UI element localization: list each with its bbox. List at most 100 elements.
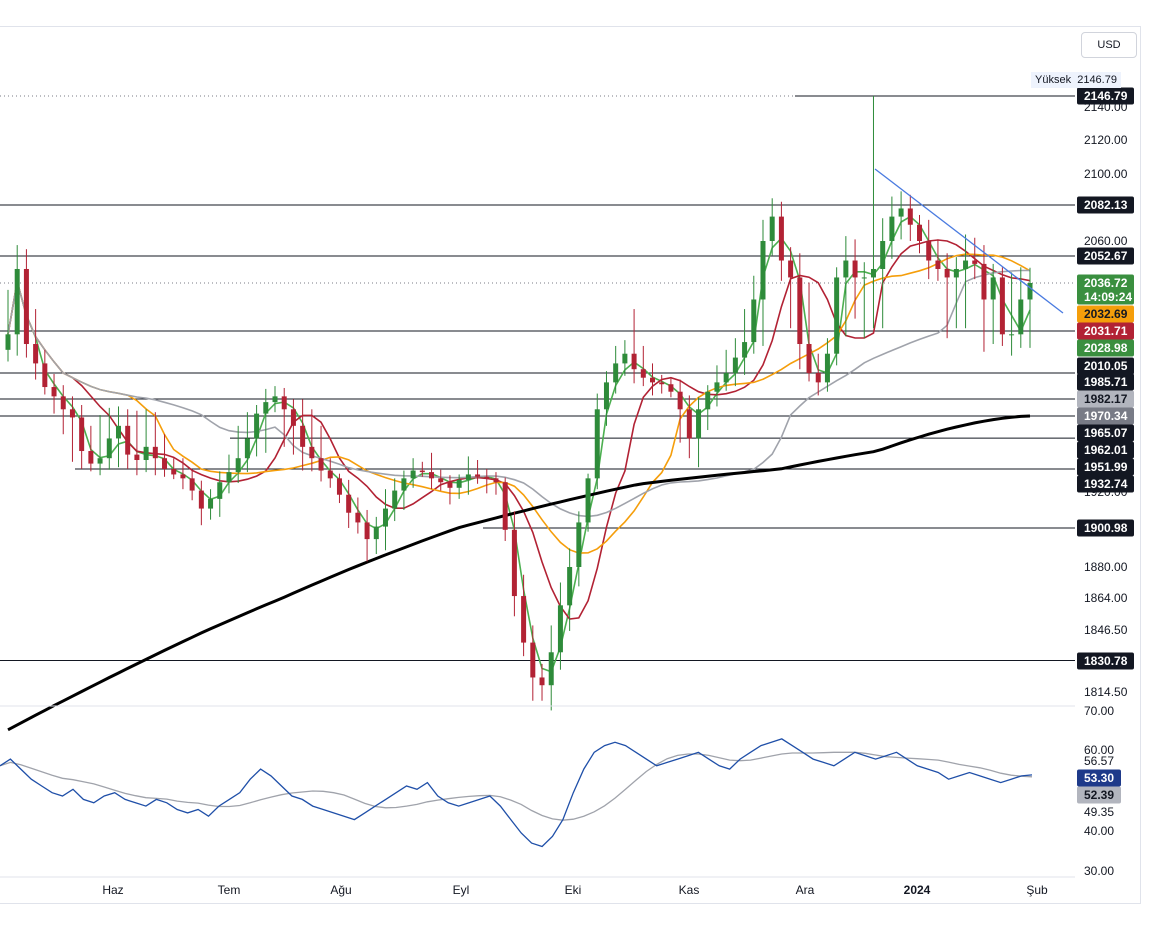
candle-body-30: [281, 396, 287, 410]
rsi-tick-4: 40.00: [1084, 824, 1114, 838]
price-tag-bg-5: [1077, 322, 1134, 340]
candle-body-71: [659, 382, 665, 385]
candle-body-93: [861, 277, 867, 279]
time-axis: Haz Tem Ağu Eyl Eki Kas Ara 2024 Şub: [102, 883, 1048, 897]
rsi-line: [0, 738, 1033, 848]
candle-body-80: [742, 342, 748, 358]
candle-body-81: [751, 299, 757, 343]
candle-body-88: [815, 373, 821, 383]
time-label-7: 2024: [904, 883, 931, 897]
high-marker: Yüksek 2146.79: [1031, 72, 1121, 88]
rsi-pane: [0, 738, 1033, 848]
candle-body-53: [493, 478, 499, 483]
candle-body-92: [852, 260, 858, 278]
price-tag-1: 2082.13: [1084, 198, 1128, 212]
candle-body-14: [134, 454, 140, 460]
price-tag-bg-1: [1077, 196, 1134, 214]
candle-body-27: [254, 413, 260, 439]
price-tick-2: 2100.00: [1084, 167, 1128, 181]
candle-body-99: [917, 224, 923, 241]
moving-averages: [7, 215, 1031, 732]
candle-body-10: [97, 458, 103, 464]
candle-body-24: [226, 472, 232, 483]
candle-body-97: [898, 208, 904, 217]
candle-body-106: [981, 263, 987, 300]
candle-body-19: [180, 474, 186, 479]
candle-body-111: [1027, 283, 1033, 300]
candle-body-29: [272, 396, 278, 403]
time-label-0: Haz: [102, 883, 123, 897]
candle-body-103: [953, 268, 959, 278]
currency-button[interactable]: USD: [1081, 32, 1137, 58]
candle-body-3: [33, 344, 39, 364]
candle-body-59: [548, 652, 554, 686]
candle-body-20: [189, 478, 195, 491]
candle-body-43: [401, 478, 407, 491]
candle-body-47: [438, 478, 444, 483]
ma-black-line: [7, 414, 1031, 732]
candle-body-32: [300, 425, 306, 447]
price-tag-bg-13: [1077, 458, 1134, 476]
chart-frame: [0, 26, 1141, 904]
ma-green-line: [7, 215, 1031, 673]
candle-body-66: [613, 363, 619, 383]
candle-body-105: [972, 260, 978, 264]
candle-body-61: [567, 567, 573, 606]
price-tick-1: 2120.00: [1084, 133, 1128, 147]
candle-body-70: [650, 377, 656, 383]
time-label-8: Şub: [1026, 883, 1048, 897]
price-tick-6: 1864.00: [1084, 591, 1128, 605]
candle-body-84: [778, 216, 784, 261]
candle-body-79: [732, 357, 738, 374]
candle-body-95: [880, 241, 886, 269]
price-tag-15: 1900.98: [1084, 521, 1128, 535]
time-label-6: Ara: [796, 883, 815, 897]
rsi-tick-1: 60.00: [1084, 743, 1114, 757]
candle-body-55: [511, 529, 517, 597]
candle-body-100: [926, 241, 932, 261]
candle-body-36: [336, 478, 342, 495]
candle-body-110: [1018, 299, 1024, 335]
candle-body-54: [502, 482, 508, 530]
candle-body-90: [834, 277, 840, 354]
candle-body-108: [999, 277, 1005, 335]
candle-body-0: [5, 334, 11, 350]
candle-body-101: [935, 260, 941, 269]
price-tag-bg-16: [1077, 652, 1134, 670]
price-tag-13: 1951.99: [1084, 460, 1128, 474]
candle-body-75: [696, 409, 702, 439]
time-label-3: Eyl: [453, 883, 470, 897]
candle-body-52: [484, 476, 490, 479]
candle-body-104: [963, 260, 969, 269]
candle-body-94: [870, 268, 876, 278]
candle-body-83: [769, 216, 775, 241]
rsi-tick-0: 70.00: [1084, 704, 1114, 718]
candle-body-68: [631, 353, 637, 370]
candle-body-33: [309, 446, 315, 459]
price-tag-12: 1962.01: [1084, 443, 1128, 457]
candle-body-39: [364, 522, 370, 540]
price-tick-3: 2060.00: [1084, 234, 1128, 248]
price-tag-4: 2032.69: [1084, 307, 1128, 321]
candle-body-5: [51, 387, 57, 397]
candle-body-91: [843, 260, 849, 278]
candle-body-74: [686, 409, 692, 439]
candle-body-51: [475, 474, 481, 477]
price-tag-2: 2052.67: [1084, 249, 1128, 263]
price-tag-bg-3: [1077, 274, 1134, 305]
candle-body-85: [788, 260, 794, 278]
candle-body-18: [171, 468, 177, 475]
time-label-1: Tem: [218, 883, 241, 897]
candle-body-11: [106, 438, 112, 459]
rsi-tick-2: 56.57: [1084, 754, 1114, 768]
price-tag-bg-7: [1077, 357, 1134, 375]
candle-body-72: [668, 384, 674, 392]
candle-body-102: [944, 268, 950, 278]
candlesticks: [5, 96, 1033, 711]
candle-body-98: [907, 208, 913, 225]
candle-body-1: [14, 268, 20, 335]
trendline[interactable]: [874, 168, 1064, 314]
